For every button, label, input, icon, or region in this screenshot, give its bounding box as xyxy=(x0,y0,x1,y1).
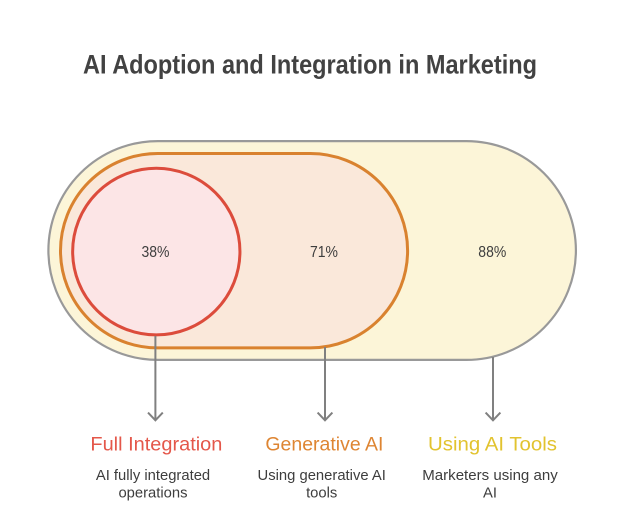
svg-text:Generative AI: Generative AI xyxy=(265,434,383,456)
svg-text:AI Adoption and Integration in: AI Adoption and Integration in Marketing xyxy=(83,50,537,80)
svg-text:tools: tools xyxy=(306,485,337,501)
svg-text:operations: operations xyxy=(118,485,187,501)
svg-text:38%: 38% xyxy=(142,244,170,261)
svg-text:Marketers using any: Marketers using any xyxy=(422,468,558,484)
svg-text:71%: 71% xyxy=(310,244,338,261)
svg-text:AI: AI xyxy=(483,485,497,501)
svg-text:88%: 88% xyxy=(478,244,506,261)
svg-text:Full Integration: Full Integration xyxy=(90,434,222,456)
svg-text:AI fully integrated: AI fully integrated xyxy=(96,468,210,484)
svg-text:Using AI Tools: Using AI Tools xyxy=(428,434,557,456)
svg-text:Using generative AI: Using generative AI xyxy=(258,468,386,484)
